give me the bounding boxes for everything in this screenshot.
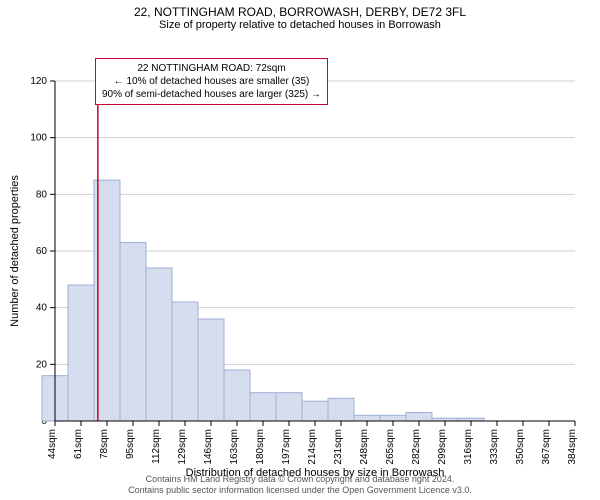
svg-text:197sqm: 197sqm bbox=[281, 429, 292, 465]
svg-text:61sqm: 61sqm bbox=[73, 429, 84, 459]
svg-text:214sqm: 214sqm bbox=[307, 429, 318, 465]
annotation-line3: 90% of semi-detached houses are larger (… bbox=[102, 88, 321, 101]
svg-text:248sqm: 248sqm bbox=[359, 429, 370, 465]
svg-text:20: 20 bbox=[36, 359, 48, 370]
svg-text:95sqm: 95sqm bbox=[125, 429, 136, 459]
svg-text:78sqm: 78sqm bbox=[99, 429, 110, 459]
annotation-box: 22 NOTTINGHAM ROAD: 72sqm ← 10% of detac… bbox=[95, 58, 328, 105]
svg-text:163sqm: 163sqm bbox=[229, 429, 240, 465]
footer-attribution: Contains HM Land Registry data © Crown c… bbox=[0, 474, 600, 496]
svg-text:299sqm: 299sqm bbox=[437, 429, 448, 465]
svg-text:44sqm: 44sqm bbox=[47, 429, 58, 459]
footer-line2: Contains public sector information licen… bbox=[0, 485, 600, 496]
svg-text:112sqm: 112sqm bbox=[151, 429, 162, 464]
svg-text:Number of detached properties: Number of detached properties bbox=[9, 175, 21, 327]
address-title: 22, NOTTINGHAM ROAD, BORROWASH, DERBY, D… bbox=[0, 5, 600, 19]
svg-text:180sqm: 180sqm bbox=[255, 429, 266, 465]
footer-line1: Contains HM Land Registry data © Crown c… bbox=[0, 474, 600, 485]
svg-text:350sqm: 350sqm bbox=[515, 429, 526, 465]
svg-text:100: 100 bbox=[30, 133, 47, 144]
svg-text:40: 40 bbox=[36, 303, 48, 314]
svg-text:231sqm: 231sqm bbox=[333, 429, 344, 465]
svg-text:384sqm: 384sqm bbox=[567, 429, 578, 465]
svg-text:146sqm: 146sqm bbox=[203, 429, 214, 465]
svg-text:333sqm: 333sqm bbox=[489, 429, 500, 465]
svg-text:367sqm: 367sqm bbox=[541, 429, 552, 465]
svg-text:129sqm: 129sqm bbox=[177, 429, 188, 465]
svg-text:60: 60 bbox=[36, 246, 48, 257]
annotation-line2: ← 10% of detached houses are smaller (35… bbox=[102, 75, 321, 88]
svg-text:316sqm: 316sqm bbox=[463, 429, 474, 465]
svg-text:80: 80 bbox=[36, 189, 48, 200]
svg-text:265sqm: 265sqm bbox=[385, 429, 396, 465]
chart-subtitle: Size of property relative to detached ho… bbox=[0, 19, 600, 31]
annotation-line1: 22 NOTTINGHAM ROAD: 72sqm bbox=[102, 62, 321, 75]
chart-container: 22, NOTTINGHAM ROAD, BORROWASH, DERBY, D… bbox=[0, 0, 600, 500]
svg-text:282sqm: 282sqm bbox=[411, 429, 422, 465]
svg-text:120: 120 bbox=[30, 76, 47, 87]
